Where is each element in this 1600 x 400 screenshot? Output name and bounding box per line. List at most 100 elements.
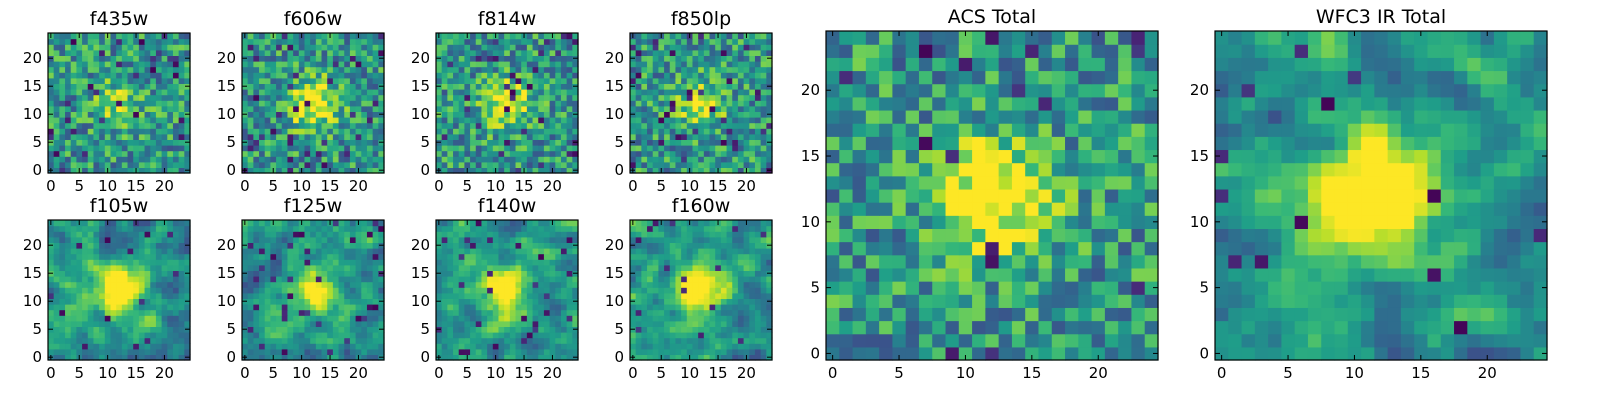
- image-pixel: [470, 304, 477, 311]
- image-pixel: [65, 276, 72, 283]
- image-pixel: [526, 38, 534, 45]
- image-pixel: [76, 139, 83, 146]
- image-pixel: [116, 315, 123, 322]
- image-pixel: [515, 117, 522, 124]
- x-tick-label: 5: [268, 364, 278, 382]
- image-pixel: [127, 320, 134, 327]
- image-pixel: [104, 49, 112, 56]
- image-pixel: [555, 270, 562, 277]
- image-pixel: [692, 292, 699, 299]
- image-pixel: [732, 111, 739, 118]
- image-pixel: [70, 94, 77, 101]
- image-pixel: [572, 61, 579, 68]
- image-pixel: [509, 55, 517, 62]
- image-pixel: [760, 167, 767, 174]
- image-pixel: [766, 281, 773, 288]
- image-pixel: [293, 156, 300, 163]
- image-pixel: [247, 264, 254, 271]
- image-pixel: [65, 337, 72, 344]
- image-pixel: [321, 111, 328, 118]
- image-pixel: [675, 105, 682, 112]
- image-pixel: [675, 72, 682, 79]
- image-pixel: [555, 231, 562, 238]
- image-pixel: [498, 139, 505, 146]
- image-pixel: [698, 298, 705, 305]
- image-pixel: [76, 105, 83, 112]
- y-tick-label: 5: [420, 320, 430, 338]
- image-pixel: [327, 231, 334, 238]
- image-pixel: [259, 72, 266, 79]
- image-pixel: [167, 89, 174, 96]
- image-pixel: [264, 145, 271, 152]
- image-pixel: [372, 225, 379, 232]
- image-pixel: [59, 281, 66, 288]
- image-pixel: [481, 156, 488, 163]
- image-pixel: [366, 145, 374, 152]
- image-pixel: [675, 276, 682, 283]
- image-pixel: [82, 276, 89, 283]
- image-pixel: [104, 253, 112, 260]
- image-pixel: [138, 94, 146, 101]
- image-pixel: [635, 276, 642, 283]
- image-pixel: [555, 100, 562, 107]
- image-pixel: [441, 332, 448, 339]
- image-pixel: [133, 264, 140, 271]
- image-pixel: [259, 156, 266, 163]
- image-pixel: [281, 276, 289, 283]
- image-pixel: [538, 326, 545, 333]
- image-pixel: [532, 264, 539, 271]
- image-pixel: [521, 264, 528, 271]
- image-pixel: [48, 133, 55, 140]
- image-pixel: [509, 89, 517, 96]
- image-pixel: [70, 343, 77, 350]
- image-pixel: [349, 66, 357, 73]
- image-pixel: [749, 83, 756, 90]
- image-pixel: [686, 276, 694, 283]
- image-pixel: [436, 94, 443, 101]
- image-pixel: [150, 83, 157, 90]
- image-pixel: [298, 145, 306, 152]
- image-pixel: [737, 83, 745, 90]
- image-pixel: [104, 337, 112, 344]
- image-pixel: [155, 304, 163, 311]
- image-pixel: [178, 236, 185, 243]
- image-pixel: [133, 111, 140, 118]
- image-pixel: [436, 133, 443, 140]
- image-pixel: [133, 287, 140, 294]
- image-pixel: [453, 55, 460, 62]
- image-pixel: [344, 242, 351, 249]
- image-pixel: [349, 259, 357, 266]
- image-pixel: [315, 38, 323, 45]
- image-pixel: [104, 332, 112, 339]
- image-pixel: [298, 281, 306, 288]
- image-pixel: [87, 66, 95, 73]
- image-pixel: [475, 276, 483, 283]
- image-pixel: [48, 150, 55, 157]
- image-pixel: [686, 145, 694, 152]
- image-pixel: [521, 38, 528, 45]
- image-pixel: [737, 161, 745, 168]
- image-pixel: [155, 343, 163, 350]
- image-pixel: [652, 44, 659, 51]
- image-pixel: [681, 337, 688, 344]
- image-pixel: [121, 264, 129, 271]
- image-pixel: [515, 248, 522, 255]
- image-pixel: [53, 326, 60, 333]
- image-pixel: [692, 270, 699, 277]
- image-pixel: [270, 122, 277, 129]
- image-pixel: [349, 236, 357, 243]
- image-pixel: [703, 66, 711, 73]
- image-pixel: [253, 122, 260, 129]
- image-pixel: [276, 281, 283, 288]
- image-pixel: [48, 122, 55, 129]
- image-pixel: [726, 128, 733, 135]
- image-pixel: [453, 89, 460, 96]
- image-pixel: [487, 33, 494, 40]
- y-tick-label: 0: [614, 161, 624, 179]
- image-pixel: [59, 117, 66, 124]
- image-pixel: [178, 332, 185, 339]
- image-pixel: [709, 309, 716, 316]
- image-pixel: [172, 89, 180, 96]
- image-pixel: [549, 281, 556, 288]
- image-pixel: [766, 89, 773, 96]
